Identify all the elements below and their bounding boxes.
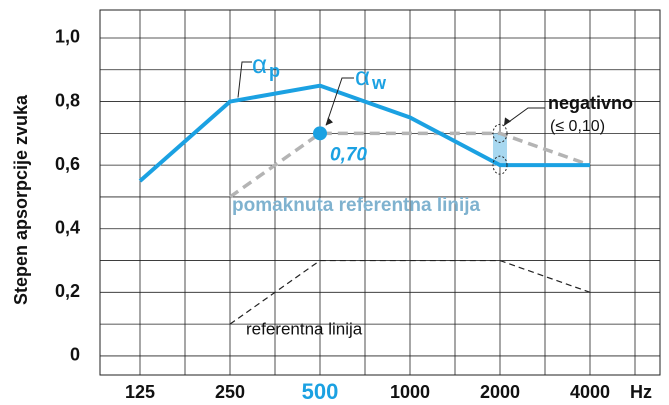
y-tick-label: 0,2 — [55, 281, 80, 301]
series-line — [228, 131, 591, 199]
x-tick-label: 1000 — [390, 382, 430, 402]
y-axis-label: Stepen apsorpcije zvuka — [11, 94, 31, 305]
series-line — [229, 259, 591, 325]
y-tick-label: 0 — [70, 345, 80, 365]
x-unit: Hz — [630, 382, 652, 402]
series-subscript: p — [269, 61, 280, 81]
deficit-label: negativno — [548, 93, 633, 113]
series-symbol: α — [252, 49, 267, 79]
x-tick-label: 500 — [302, 379, 339, 404]
y-tick-label: 1,0 — [55, 27, 80, 47]
x-tick-label: 125 — [125, 382, 155, 402]
x-tick-label: 2000 — [480, 382, 520, 402]
deficit-sublabel: (≤ 0,10) — [550, 118, 605, 135]
deficit-marker — [492, 123, 508, 143]
alpha-w-symbol: α — [355, 61, 370, 91]
label-leader — [503, 107, 545, 126]
alpha-w-subscript: w — [371, 73, 387, 93]
label-leader — [237, 61, 252, 98]
arrow-head — [504, 117, 511, 126]
alpha-w-point — [313, 126, 327, 141]
alpha-w-value: 0,70 — [330, 144, 367, 165]
y-tick-label: 0,4 — [55, 217, 80, 237]
x-tick-label: 250 — [215, 382, 245, 402]
arrow-head — [326, 117, 333, 126]
deficit-marker — [492, 155, 508, 175]
plot-frame — [99, 9, 661, 376]
x-tick-label: 4000 — [570, 382, 610, 402]
label-leader — [325, 77, 354, 126]
series-label: pomaknuta referentna linija — [232, 195, 481, 216]
y-tick-label: 0,6 — [55, 154, 80, 174]
series-line — [138, 83, 590, 183]
y-tick-label: 0,8 — [55, 90, 80, 110]
series-label: referentna linija — [246, 319, 363, 338]
